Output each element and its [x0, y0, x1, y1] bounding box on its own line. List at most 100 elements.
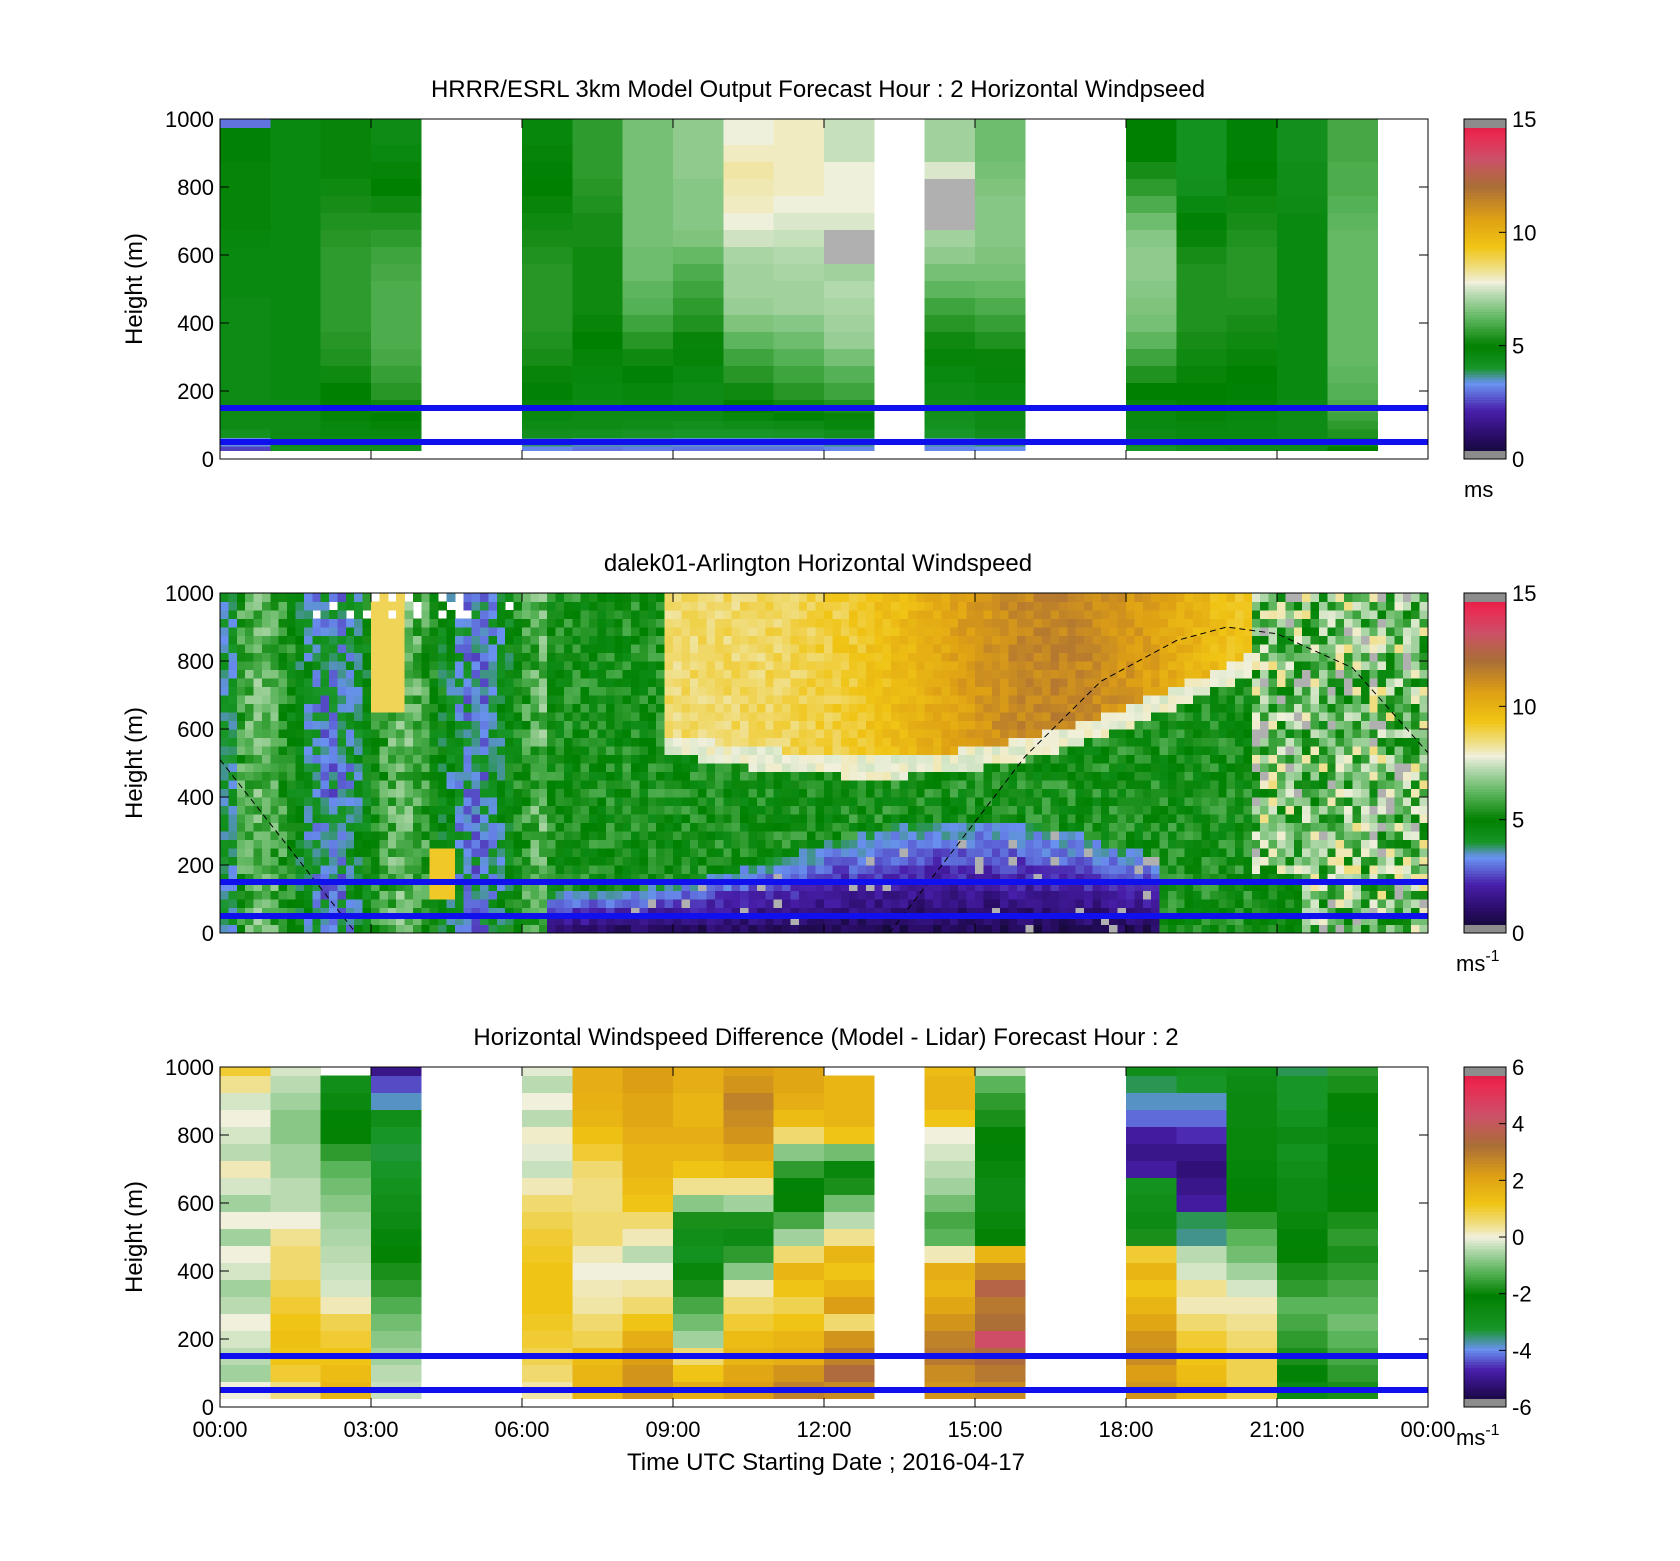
- heatmap-cell: [1117, 899, 1127, 908]
- heatmap-cell: [1126, 195, 1177, 213]
- heatmap-cell: [228, 788, 238, 798]
- heatmap-cell: [891, 712, 900, 721]
- heatmap-cell: [538, 644, 548, 653]
- heatmap-cell: [1033, 882, 1043, 891]
- heatmap-cell: [287, 610, 296, 619]
- heatmap-cell: [412, 856, 422, 866]
- heatmap-cell: [220, 127, 271, 145]
- heatmap-cell: [371, 669, 380, 679]
- heatmap-cell: [312, 644, 322, 653]
- heatmap-cell: [1042, 720, 1051, 730]
- heatmap-cell: [1327, 127, 1379, 145]
- heatmap-cell: [664, 729, 674, 738]
- heatmap-cell: [446, 831, 456, 840]
- heatmap-cell: [1067, 780, 1077, 789]
- heatmap-cell: [471, 890, 481, 900]
- heatmap-cell: [748, 695, 758, 704]
- heatmap-cell: [312, 848, 322, 857]
- heatmap-cell: [622, 771, 632, 781]
- heatmap-cell: [941, 882, 951, 891]
- heatmap-cell: [278, 593, 288, 602]
- heatmap-cell: [446, 737, 456, 747]
- heatmap-cell: [673, 144, 724, 162]
- heatmap-cell: [605, 848, 615, 857]
- heatmap-cell: [673, 695, 682, 704]
- heatmap-cell: [907, 695, 917, 704]
- heatmap-cell: [236, 856, 246, 866]
- heatmap-cell: [563, 720, 573, 730]
- heatmap-cell: [563, 712, 573, 721]
- heatmap-cell: [1176, 144, 1228, 162]
- heatmap-cell: [1100, 882, 1110, 891]
- heatmap-cell: [824, 848, 833, 857]
- heatmap-cell: [773, 429, 825, 439]
- heatmap-cell: [371, 365, 422, 383]
- heatmap-cell: [698, 669, 708, 679]
- panel-1-ylabel: Height (m): [121, 233, 148, 345]
- heatmap-cell: [798, 780, 808, 789]
- heatmap-cell: [874, 890, 884, 900]
- heatmap-cell: [1142, 780, 1152, 789]
- heatmap-cell: [605, 763, 615, 772]
- heatmap-cell: [647, 610, 657, 619]
- heatmap-cell: [371, 652, 380, 662]
- heatmap-cell: [1142, 754, 1152, 764]
- heatmap-cell: [874, 746, 884, 755]
- heatmap-cell: [429, 729, 439, 738]
- heatmap-cell: [320, 412, 372, 422]
- heatmap-cell: [454, 865, 464, 874]
- heatmap-cell: [714, 712, 724, 721]
- heatmap-cell: [631, 754, 640, 764]
- heatmap-cell: [538, 814, 548, 823]
- heatmap-cell: [278, 678, 288, 687]
- heatmap-cell: [572, 178, 624, 196]
- heatmap-cell: [354, 763, 364, 772]
- heatmap-cell: [1000, 822, 1010, 832]
- heatmap-cell: [865, 610, 875, 619]
- heatmap-cell: [874, 720, 884, 730]
- heatmap-cell: [1000, 882, 1010, 891]
- heatmap-cell: [362, 890, 372, 900]
- heatmap-cell: [807, 814, 817, 823]
- heatmap-cell: [824, 127, 875, 145]
- heatmap-cell: [1084, 703, 1093, 713]
- heatmap-cell: [354, 865, 364, 874]
- heatmap-cell: [790, 916, 800, 925]
- heatmap-cell: [975, 695, 984, 704]
- heatmap-cell: [245, 686, 255, 696]
- heatmap-cell: [488, 635, 498, 645]
- heatmap-cell: [882, 771, 892, 781]
- heatmap-cell: [1058, 924, 1068, 934]
- heatmap-cell: [1008, 737, 1018, 747]
- heatmap-cell: [773, 661, 783, 670]
- heatmap-cell: [740, 848, 749, 857]
- heatmap-cell: [270, 382, 322, 400]
- heatmap-cell: [270, 899, 280, 908]
- heatmap-cell: [673, 627, 682, 636]
- heatmap-cell: [949, 805, 959, 815]
- heatmap-cell: [824, 797, 833, 806]
- heatmap-cell: [429, 899, 439, 908]
- heatmap-cell: [941, 839, 951, 849]
- heatmap-cell: [261, 644, 271, 653]
- heatmap-cell: [874, 907, 884, 917]
- heatmap-cell: [505, 746, 515, 755]
- heatmap-cell: [438, 712, 447, 721]
- heatmap-cell: [572, 195, 624, 213]
- heatmap-cell: [1092, 746, 1102, 755]
- heatmap-cell: [1000, 924, 1010, 934]
- heatmap-cell: [513, 899, 523, 908]
- heatmap-cell: [287, 737, 296, 747]
- heatmap-cell: [849, 831, 859, 840]
- heatmap-cell: [572, 737, 582, 747]
- heatmap-cell: [1117, 652, 1127, 662]
- heatmap-cell: [1109, 661, 1119, 670]
- heatmap-cell: [1058, 805, 1068, 815]
- heatmap-cell: [605, 661, 615, 670]
- heatmap-cell: [899, 763, 909, 772]
- heatmap-cell: [731, 771, 741, 781]
- heatmap-cell: [891, 907, 900, 917]
- heatmap-cell: [924, 763, 934, 772]
- heatmap-cell: [1008, 873, 1018, 883]
- heatmap-cell: [1226, 119, 1278, 128]
